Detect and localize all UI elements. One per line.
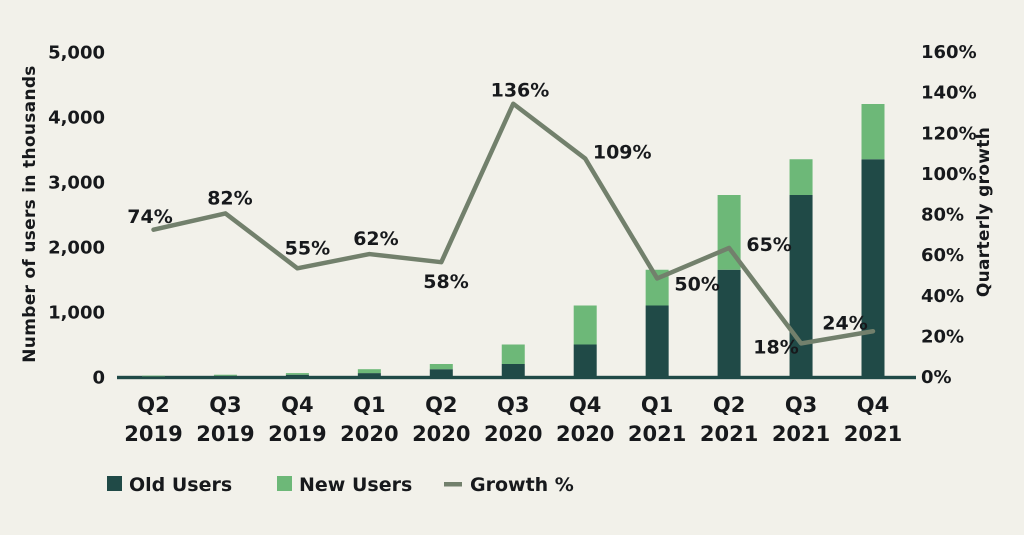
legend: Old Users New Users Growth % [107, 474, 574, 496]
left-axis-tick-label: 1,000 [48, 303, 105, 324]
x-axis-label-quarter: Q1 [353, 393, 385, 417]
growth-data-label: 74% [127, 206, 172, 228]
bar-segment-new-users [789, 159, 813, 195]
x-axis-label-year: 2019 [196, 422, 254, 446]
legend-label-growth: Growth % [470, 474, 574, 496]
x-axis-label-quarter: Q4 [857, 393, 889, 417]
bar-segment-new-users [142, 375, 165, 377]
right-axis-tick-label: 120% [921, 123, 977, 144]
x-axis-label-year: 2020 [340, 422, 398, 446]
x-axis-label-year: 2020 [556, 422, 614, 446]
bar-segment-new-users [429, 364, 453, 370]
x-axis-label-quarter: Q2 [425, 393, 457, 417]
bar-segment-new-users [285, 373, 309, 375]
x-axis-label-quarter: Q3 [209, 393, 241, 417]
bar-segment-old-users [357, 373, 381, 379]
old-users-swatch-icon [107, 476, 122, 491]
x-axis-label-year: 2021 [844, 422, 902, 446]
growth-data-label: 58% [423, 271, 468, 293]
bar-segment-old-users [285, 374, 309, 379]
right-axis-tick-label: 100% [921, 164, 977, 185]
plot-area: 5,000 4,000 3,000 2,000 1,000 0 160% 140% 120% 10… [48, 42, 977, 446]
bar-segment-new-users [645, 269, 669, 306]
x-axis-label-year: 2019 [268, 422, 326, 446]
right-axis-title: Quarterly growth [974, 127, 994, 297]
growth-data-label: 55% [285, 237, 330, 259]
bar-segment-new-users [861, 104, 885, 160]
right-axis-tick-label: 60% [921, 245, 964, 266]
x-axis-label-year: 2021 [628, 422, 686, 446]
bar-segment-old-users [142, 376, 165, 379]
growth-data-label: 82% [207, 187, 252, 209]
legend-label-old-users: Old Users [129, 474, 232, 496]
bar-segment-new-users [213, 374, 237, 376]
left-axis-title: Number of users in thousands [20, 65, 40, 362]
x-axis-label-year: 2019 [124, 422, 182, 446]
x-axis-label-quarter: Q3 [497, 393, 529, 417]
x-axis-label-quarter: Q1 [641, 393, 673, 417]
x-axis-label-quarter: Q2 [137, 393, 169, 417]
bar-segment-new-users [357, 369, 381, 374]
left-axis-tick-label: 0 [92, 368, 105, 389]
right-axis-tick-label: 40% [921, 286, 964, 307]
growth-data-label: 18% [753, 336, 798, 358]
left-axis-tick-label: 5,000 [48, 43, 105, 64]
growth-line-swatch-icon [444, 482, 462, 487]
left-axis-tick-label: 4,000 [48, 108, 105, 129]
bar-segment-old-users [861, 159, 885, 379]
bar-segment-old-users [429, 369, 453, 379]
bar-segment-old-users [645, 305, 669, 379]
right-axis-tick-label: 160% [921, 42, 977, 63]
right-axis-tick-label: 20% [921, 326, 964, 347]
x-axis-label-quarter: Q3 [785, 393, 817, 417]
bar-segment-old-users [213, 375, 237, 379]
left-axis-tick-label: 3,000 [48, 173, 105, 194]
x-axis-label-quarter: Q2 [713, 393, 745, 417]
bar-segment-old-users [717, 269, 741, 379]
growth-data-label: 62% [353, 228, 398, 250]
x-axis-label-year: 2021 [700, 422, 758, 446]
growth-data-label: 65% [746, 234, 791, 256]
bar-segment-old-users [573, 344, 597, 379]
growth-data-label: 50% [674, 273, 719, 295]
legend-label-new-users: New Users [299, 474, 412, 496]
growth-data-label: 109% [593, 142, 652, 164]
new-users-swatch-icon [277, 476, 292, 491]
right-axis-tick-label: 80% [921, 205, 964, 226]
x-axis-label-quarter: Q4 [569, 393, 601, 417]
bar-segment-new-users [501, 344, 525, 364]
x-axis-label-year: 2020 [412, 422, 470, 446]
x-axis-label-quarter: Q4 [281, 393, 313, 417]
growth-line [151, 101, 876, 346]
bar-segment-new-users [573, 305, 597, 345]
x-axis-label-year: 2020 [484, 422, 542, 446]
right-axis-tick-label: 0% [921, 367, 952, 388]
right-axis-tick-label: 140% [921, 83, 977, 104]
left-axis-tick-label: 2,000 [48, 238, 105, 259]
growth-data-label: 136% [491, 79, 550, 101]
x-axis-label-year: 2021 [772, 422, 830, 446]
bar-segment-old-users [501, 364, 525, 379]
growth-data-label: 24% [822, 312, 867, 334]
